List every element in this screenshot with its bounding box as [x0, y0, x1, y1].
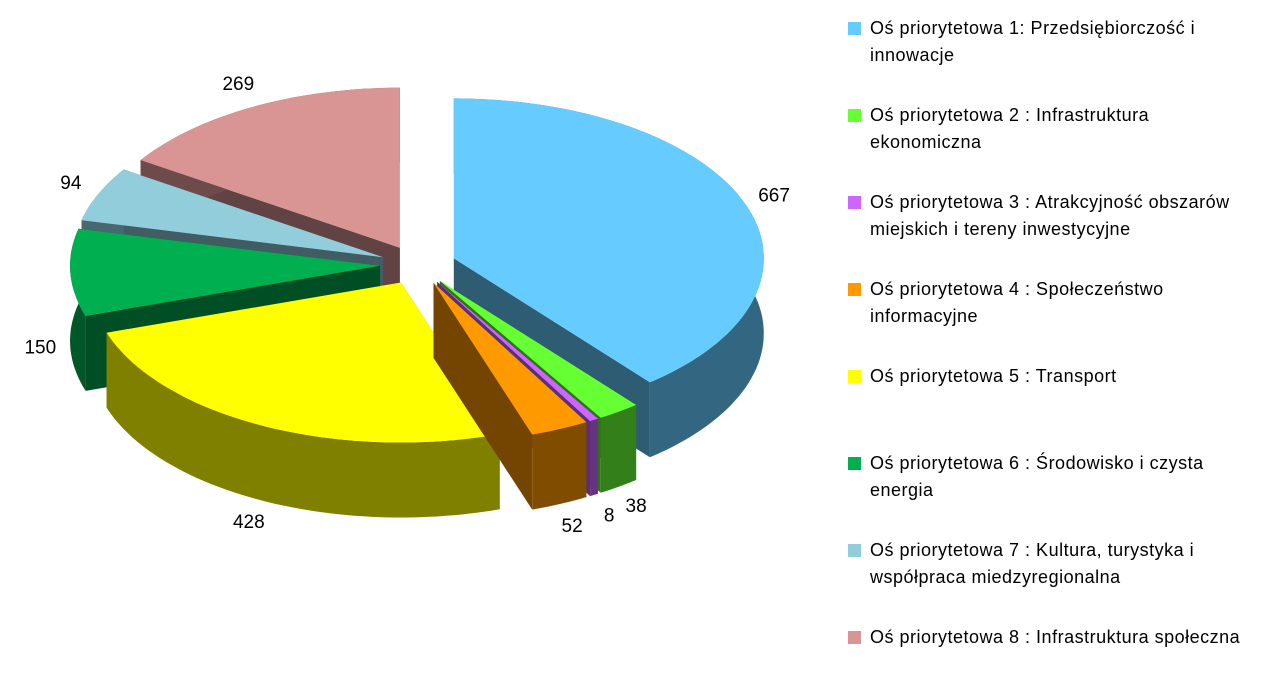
legend-item: Oś priorytetowa 8 : Infrastruktura społe… — [848, 624, 1248, 651]
data-label: 269 — [222, 74, 254, 95]
legend-item: Oś priorytetowa 6 : Środowisko i czysta … — [848, 450, 1248, 504]
legend-item: Oś priorytetowa 3 : Atrakcyjność obszaró… — [848, 189, 1248, 243]
legend-swatch — [848, 283, 861, 296]
slice-top — [70, 228, 380, 316]
legend-item: Oś priorytetowa 7 : Kultura, turystyka i… — [848, 537, 1248, 591]
chart: 667 38 8 52 428 150 94 269 — [24, 74, 790, 537]
legend-swatch — [848, 631, 861, 644]
legend-label: Oś priorytetowa 3 : Atrakcyjność obszaró… — [870, 192, 1230, 239]
data-label: 667 — [758, 185, 790, 206]
legend-item: Oś priorytetowa 2 : Infrastruktura ekono… — [848, 102, 1248, 156]
slice-top — [81, 169, 384, 258]
slice-side — [106, 332, 500, 518]
slice — [433, 282, 587, 510]
slice-side — [600, 404, 637, 493]
data-label: 8 — [604, 506, 615, 527]
slice-top — [439, 281, 637, 418]
legend-item: Oś priorytetowa 5 : Transport — [848, 363, 1248, 390]
slice-top — [437, 281, 598, 422]
legend-swatch — [848, 457, 861, 470]
legend-swatch — [848, 544, 861, 557]
legend-label: Oś priorytetowa 7 : Kultura, turystyka i… — [870, 540, 1195, 587]
legend-swatch — [848, 370, 861, 383]
legend-swatch — [848, 109, 861, 122]
legend-label: Oś priorytetowa 8 : Infrastruktura społe… — [870, 627, 1241, 647]
data-label: 52 — [562, 516, 583, 537]
slice-side — [590, 418, 598, 497]
legend-label: Oś priorytetowa 1: Przedsiębiorczość i i… — [870, 18, 1196, 65]
slice-side — [532, 422, 587, 510]
slice — [106, 282, 500, 518]
legend-swatch — [848, 196, 861, 209]
legend-label: Oś priorytetowa 2 : Infrastruktura ekono… — [870, 105, 1150, 152]
data-label: 38 — [626, 496, 647, 517]
slice-wall — [433, 282, 533, 510]
legend-label: Oś priorytetowa 5 : Transport — [870, 366, 1117, 386]
slice-top — [106, 282, 500, 443]
slice-top — [140, 87, 400, 248]
legend-swatch — [848, 22, 861, 35]
legend-item: Oś priorytetowa 4 : Społeczeństwo inform… — [848, 276, 1248, 330]
legend-label: Oś priorytetowa 6 : Środowisko i czysta … — [870, 453, 1204, 500]
legend-item: Oś priorytetowa 1: Przedsiębiorczość i i… — [848, 15, 1248, 69]
data-label: 428 — [233, 512, 265, 533]
legend-label: Oś priorytetowa 4 : Społeczeństwo inform… — [870, 279, 1164, 326]
slice-top — [453, 98, 764, 383]
data-label: 94 — [60, 173, 82, 194]
slice-top — [433, 282, 587, 435]
data-label: 150 — [24, 338, 56, 359]
